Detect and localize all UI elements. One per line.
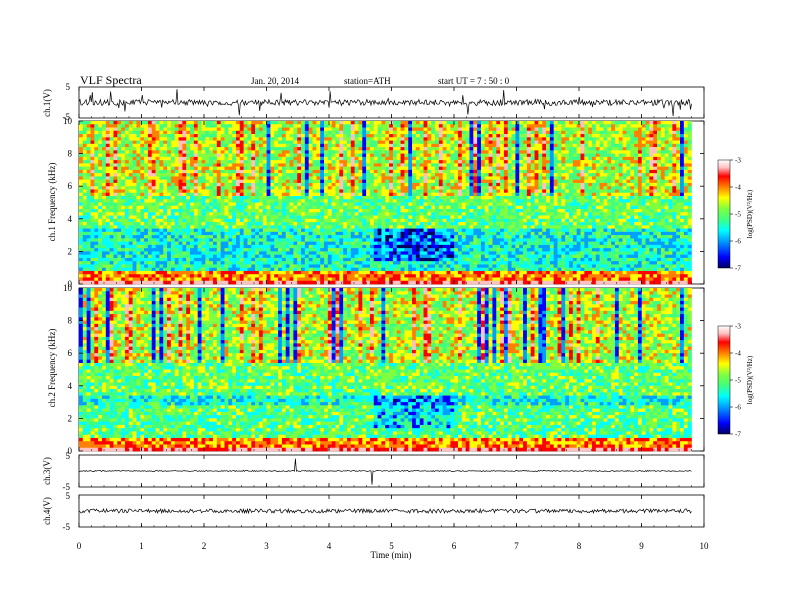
spectrogram-ytick-label: 6 (68, 348, 73, 358)
ch1-spectrogram-heatmap (79, 121, 692, 285)
spectrogram-ytick-label: 2 (68, 246, 73, 256)
ch2-spectrogram-ylabel: ch.2 Frequency (kHz) (47, 329, 57, 408)
date-label: Jan. 20, 2014 (251, 76, 299, 86)
start-time-label: start UT = 7 : 50 : 0 (438, 76, 510, 86)
spectrogram-ytick-label: 8 (68, 149, 73, 159)
ch1-waveform-ytick-top: 5 (66, 82, 71, 92)
ch2-colorbar-label: log(PSD)(V²/Hz) (746, 355, 754, 404)
time-tick-label: 8 (577, 541, 582, 551)
ch3-waveform-ytick-bottom: -5 (63, 482, 71, 492)
colorbar-tick-label: -6 (735, 238, 741, 246)
ch1-colorbar-ticks: -3 -4 -5 -6 -7 (730, 157, 741, 273)
time-tick-label: 7 (514, 541, 519, 551)
time-tick-label: 6 (452, 541, 457, 551)
spectrogram-ytick-label: 8 (68, 316, 73, 326)
spectrogram-ytick-label: 0 (68, 446, 73, 456)
time-tick-label: 9 (639, 541, 644, 551)
spectrogram-ytick-label: 0 (68, 279, 73, 289)
spectrogram-ytick-label: 6 (68, 181, 73, 191)
time-tick-label: 3 (264, 541, 269, 551)
waveform-line (78, 507, 692, 515)
ch4-waveform-ylabel: ch.4(V) (42, 497, 52, 525)
spectrogram-ytick-label: 4 (68, 214, 73, 224)
ch2-colorbar: -3 -4 -5 -6 -7 log(PSD)(V²/Hz) (717, 323, 754, 439)
ch2-spectrogram-heatmap (79, 288, 692, 452)
ch3-waveform-ytick-top: 5 (66, 451, 71, 461)
ch4-waveform-ytick-bottom: -5 (63, 522, 71, 532)
time-tick-label: 0 (77, 541, 82, 551)
ch1-waveform-ytick-bottom: -5 (63, 112, 71, 122)
time-tick-label: 10 (700, 541, 710, 551)
ch4-waveform-trace (78, 507, 692, 515)
ch1-spectrogram-panel: 0 2 4 6 8 10 ch.1 Frequency (kHz) (47, 116, 705, 289)
ch1-waveform-trace (78, 89, 692, 117)
time-tick-label: 1 (139, 541, 144, 551)
spectrogram-ytick-label: 10 (63, 116, 73, 126)
ch2-spectrogram-panel: 0 2 4 6 8 10 ch.2 Frequency (kHz) (47, 283, 705, 456)
colorbar-tick-label: -4 (735, 350, 741, 358)
ch1-colorbar: -3 -4 -5 -6 -7 log(PSD)(V²/Hz) (717, 157, 754, 273)
colorbar-tick-label: -3 (735, 157, 741, 165)
ch4-waveform-ytick-top: 5 (66, 491, 71, 501)
colorbar-tick-label: -4 (735, 184, 741, 192)
ch1-colorbar-label: log(PSD)(V²/Hz) (746, 189, 754, 238)
colorbar-tick-label: -7 (735, 431, 741, 439)
time-axis: 0 1 2 3 4 5 6 7 8 9 10 (77, 87, 709, 551)
ch2-colorbar-ticks: -3 -4 -5 -6 -7 (730, 323, 741, 439)
ch1-waveform-ylabel: ch.1(V) (42, 89, 52, 117)
waveform-line (79, 458, 692, 485)
ch1-spectrogram-yticks: 0 2 4 6 8 10 (63, 116, 704, 289)
time-axis-label: Time (min) (371, 550, 412, 560)
colorbar-tick-label: -7 (735, 265, 741, 273)
ch2-spectrogram-yticks: 0 2 4 6 8 10 (63, 283, 704, 456)
ch3-waveform-trace (79, 458, 692, 485)
time-tick-label: 5 (389, 541, 394, 551)
time-tick-label: 2 (202, 541, 207, 551)
spectrogram-ytick-label: 10 (63, 283, 73, 293)
spectrogram-ytick-label: 4 (68, 381, 73, 391)
colorbar-tick-label: -3 (735, 323, 741, 331)
time-tick-label: 4 (327, 541, 332, 551)
ch3-waveform-ylabel: ch.3(V) (42, 457, 52, 485)
waveform-line (78, 89, 692, 117)
ch1-spectrogram-ylabel: ch.1 Frequency (kHz) (47, 163, 57, 242)
colorbar-tick-label: -5 (735, 211, 741, 219)
colorbar-tick-label: -5 (735, 377, 741, 385)
spectrogram-ytick-label: 2 (68, 413, 73, 423)
colorbar-tick-label: -6 (735, 404, 741, 412)
figure-title: VLF Spectra (80, 73, 142, 87)
station-label: station=ATH (344, 76, 391, 86)
